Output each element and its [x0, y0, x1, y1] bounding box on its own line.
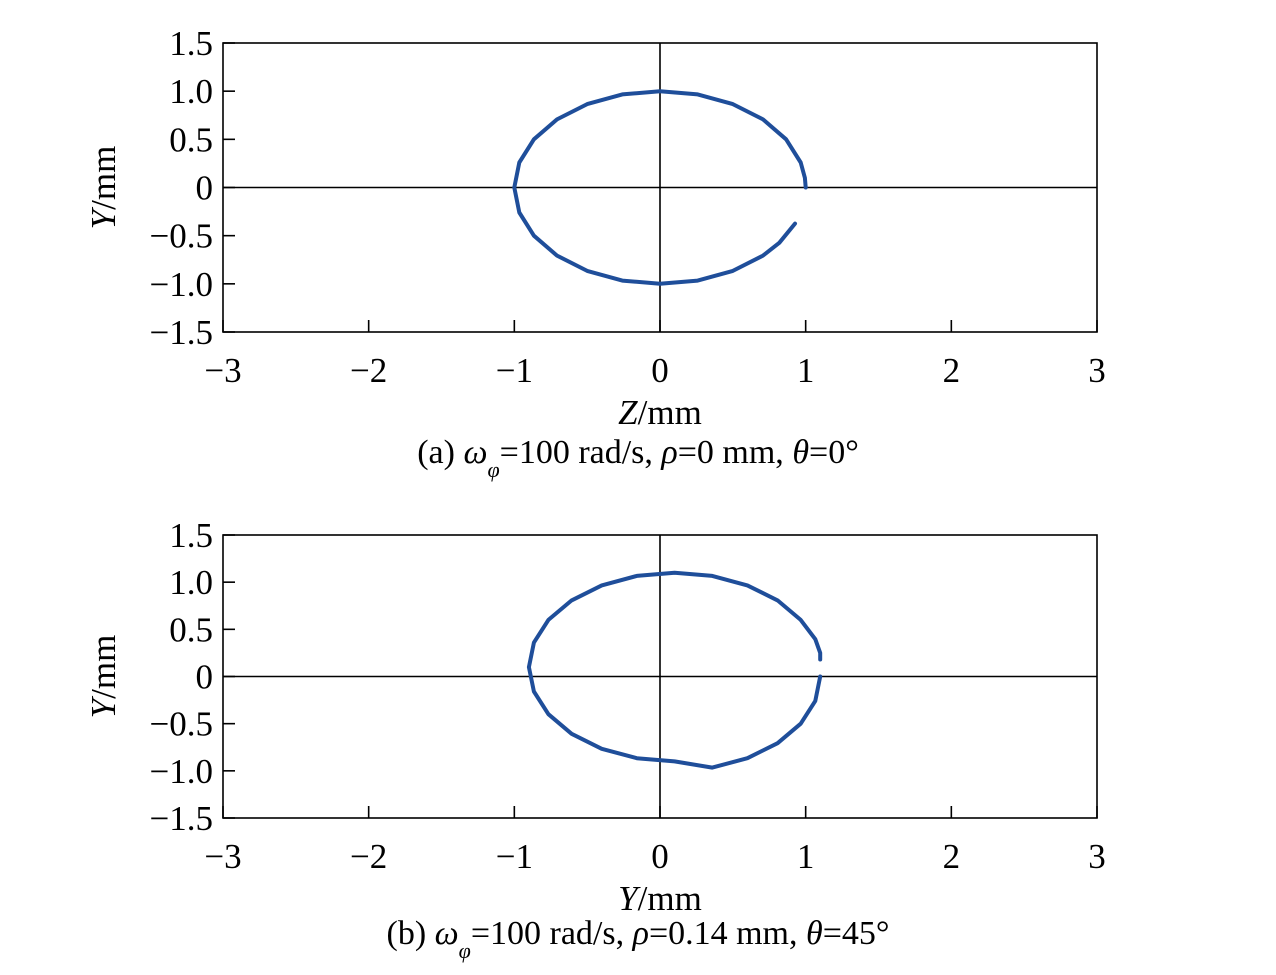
- x-tick-label-a: 2: [943, 351, 961, 390]
- y-tick-label-b: −0.5: [150, 705, 214, 744]
- y-tick-label-a: 0.5: [169, 120, 213, 159]
- y-tick-label-a: −1.0: [150, 265, 214, 304]
- series-line-b-0: [526, 570, 823, 770]
- caption-b-omega-sub: φ: [458, 938, 471, 963]
- chart-a-svg: −3 −2 −1 0 1 2 3 1.5 1.0 0.5 0 −0.5 −1.0 −1.5 Z/mm Y/mm: [84, 24, 1106, 432]
- y-tick-label-b: 1.0: [169, 563, 213, 602]
- y-axis-label-b: Y/mm: [84, 635, 123, 719]
- x-tick-label-a: −2: [350, 351, 387, 390]
- caption-b-omega: ω: [434, 915, 459, 952]
- x-tick-label-a: 1: [797, 351, 815, 390]
- x-axis-label-a: Z/mm: [618, 393, 702, 432]
- y-tick-label-a: 0: [196, 169, 214, 208]
- caption-b-middle: =100 rad/s,: [470, 915, 633, 952]
- x-tick-label-b: −3: [204, 837, 241, 876]
- x-tick-label-b: −2: [350, 837, 387, 876]
- x-tick-label-b: 0: [651, 837, 669, 876]
- y-tick-label-a: 1.5: [169, 24, 213, 63]
- caption-b-prefix: (b): [386, 915, 435, 952]
- chart-a-caption: (a) ωφ=100 rad/s, ρ=0 mm, θ=0°: [0, 434, 1276, 482]
- y-tick-label-a: −1.5: [150, 313, 214, 352]
- y-tick-label-b: 0: [196, 658, 214, 697]
- y-tick-label-b: −1.5: [150, 799, 214, 838]
- caption-b-rest2: =45°: [822, 915, 890, 952]
- caption-a-rest2: =0°: [809, 434, 859, 471]
- series-line-a-0: [512, 89, 808, 286]
- caption-a-omega: ω: [463, 434, 488, 471]
- x-tick-label-b: 1: [797, 837, 815, 876]
- y-tick-label-b: 1.5: [169, 516, 213, 555]
- x-tick-label-b: 3: [1088, 837, 1106, 876]
- y-tick-label-a: 1.0: [169, 72, 213, 111]
- caption-a-middle: =100 rad/s,: [499, 434, 662, 471]
- x-tick-label-a: 3: [1088, 351, 1106, 390]
- y-tick-label-b: −1.0: [150, 752, 214, 791]
- caption-a-rho: ρ: [661, 434, 678, 471]
- x-tick-label-b: 2: [943, 837, 961, 876]
- x-tick-label-a: −3: [204, 351, 241, 390]
- x-tick-label-a: −1: [496, 351, 533, 390]
- y-axis-label-a: Y/mm: [84, 146, 123, 230]
- chart-b-svg: −3 −2 −1 0 1 2 3 1.5 1.0 0.5 0 −0.5 −1.0 −1.5 Y/mm Y/mm: [84, 516, 1106, 918]
- chart-panel-a: −3 −2 −1 0 1 2 3 1.5 1.0 0.5 0 −0.5 −1.0 −1.5 Z/mm Y/mm…: [0, 24, 1276, 482]
- caption-a-prefix: (a): [417, 434, 464, 471]
- x-tick-label-a: 0: [651, 351, 669, 390]
- caption-b-theta: θ: [806, 915, 823, 952]
- y-tick-label-a: −0.5: [150, 217, 214, 256]
- caption-a-theta: θ: [792, 434, 810, 471]
- caption-b-rest1: =0.14 mm,: [648, 915, 807, 952]
- caption-a-omega-sub: φ: [487, 457, 500, 482]
- chart-panel-b: −3 −2 −1 0 1 2 3 1.5 1.0 0.5 0 −0.5 −1.0 −1.5 Y/mm Y/mm…: [0, 490, 1276, 975]
- chart-b-caption: (b) ωφ=100 rad/s, ρ=0.14 mm, θ=45°: [0, 915, 1276, 963]
- x-axis-label-b: Y/mm: [618, 879, 702, 918]
- x-tick-label-b: −1: [496, 837, 533, 876]
- caption-b-rho: ρ: [632, 915, 649, 952]
- caption-a-rest1: =0 mm,: [677, 434, 793, 471]
- y-tick-label-b: 0.5: [169, 610, 213, 649]
